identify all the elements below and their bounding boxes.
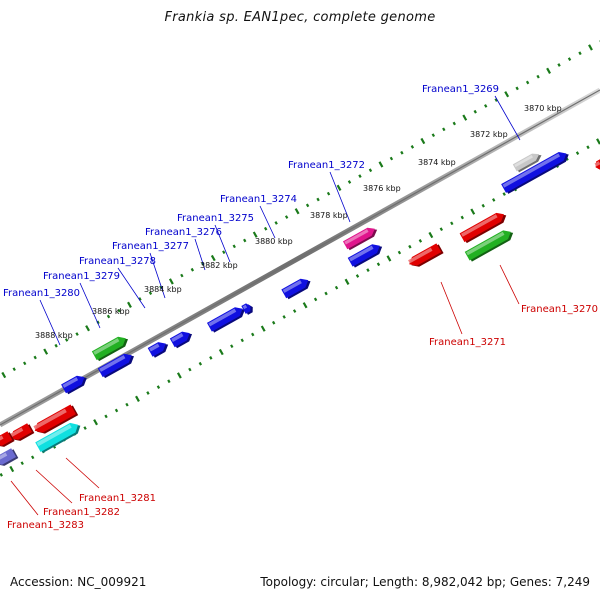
gene-label-reverse[interactable]: Franean1_3283 xyxy=(7,520,84,531)
gene-3270-green[interactable] xyxy=(464,227,516,263)
label-leaders xyxy=(10,95,521,516)
tick-label: 3886 kbp xyxy=(92,307,130,316)
gene-label-forward[interactable]: Franean1_3275 xyxy=(177,213,254,224)
inner-tick-track xyxy=(0,138,600,477)
gene-labels: Franean1_3269 Franean1_3272 Franean1_3274 F… xyxy=(3,84,598,531)
genome-summary-text: Topology: circular; Length: 8,982,042 bp… xyxy=(260,575,590,589)
gene-3283-slate[interactable] xyxy=(0,448,19,470)
gene-label-forward[interactable]: Franean1_3277 xyxy=(112,241,189,252)
gene-3275[interactable] xyxy=(206,304,247,334)
gene-3282[interactable] xyxy=(8,423,35,445)
gene-label-reverse[interactable]: Franean1_3270 xyxy=(521,304,598,315)
gene-label-forward[interactable]: Franean1_3272 xyxy=(288,160,365,171)
gene-label-reverse[interactable]: Franean1_3282 xyxy=(43,507,120,518)
gene-features xyxy=(0,148,600,470)
gene-label-forward[interactable]: Franean1_3276 xyxy=(145,227,222,238)
gene-3279-blue[interactable] xyxy=(97,350,137,379)
gene-3272[interactable] xyxy=(342,224,379,251)
tick-label: 3882 kbp xyxy=(200,261,238,270)
gene-3270-red[interactable] xyxy=(459,209,509,244)
gene-label-forward[interactable]: Franean1_3269 xyxy=(422,84,499,95)
gene-3278[interactable] xyxy=(147,339,171,359)
gene-label-reverse[interactable]: Franean1_3271 xyxy=(429,337,506,348)
gene-3277[interactable] xyxy=(169,328,195,349)
tick-label: 3872 kbp xyxy=(470,130,508,139)
gene-label-forward[interactable]: Franean1_3274 xyxy=(220,194,297,205)
gene-label-forward[interactable]: Franean1_3278 xyxy=(79,256,156,267)
tick-dots xyxy=(0,40,600,477)
gene-3281[interactable] xyxy=(32,404,79,438)
outer-tick-track xyxy=(1,40,600,379)
gene-3273[interactable] xyxy=(347,241,385,269)
accession-text: Accession: NC_009921 xyxy=(10,575,147,589)
gene-3276[interactable] xyxy=(241,301,255,315)
gene-label-forward[interactable]: Franean1_3280 xyxy=(3,288,80,299)
tick-label: 3884 kbp xyxy=(144,285,182,294)
tick-labels: 3870 kbp 3872 kbp 3874 kbp 3876 kbp 3878 kbp… xyxy=(35,104,562,340)
gene-3280[interactable] xyxy=(61,372,89,395)
gene-3271[interactable] xyxy=(407,243,444,271)
tick-label: 3876 kbp xyxy=(363,184,401,193)
tick-label: 3870 kbp xyxy=(524,104,562,113)
gene-label-reverse[interactable]: Franean1_3281 xyxy=(79,493,156,504)
map-title: Frankia sp. EAN1pec, complete genome xyxy=(164,10,436,25)
tick-label: 3878 kbp xyxy=(310,211,348,220)
gene-3269-blue[interactable] xyxy=(501,148,571,194)
tick-label: 3880 kbp xyxy=(255,237,293,246)
gene-3281-cyan[interactable] xyxy=(35,419,83,454)
gene-3279-green[interactable] xyxy=(91,333,131,362)
gene-3269-grey[interactable] xyxy=(512,150,544,173)
gene-edge[interactable] xyxy=(593,157,600,173)
gene-3274[interactable] xyxy=(281,275,313,300)
gene-3283[interactable] xyxy=(0,431,15,451)
gene-label-forward[interactable]: Franean1_3279 xyxy=(43,271,120,282)
tick-label: 3874 kbp xyxy=(418,158,456,167)
tick-label: 3888 kbp xyxy=(35,331,73,340)
